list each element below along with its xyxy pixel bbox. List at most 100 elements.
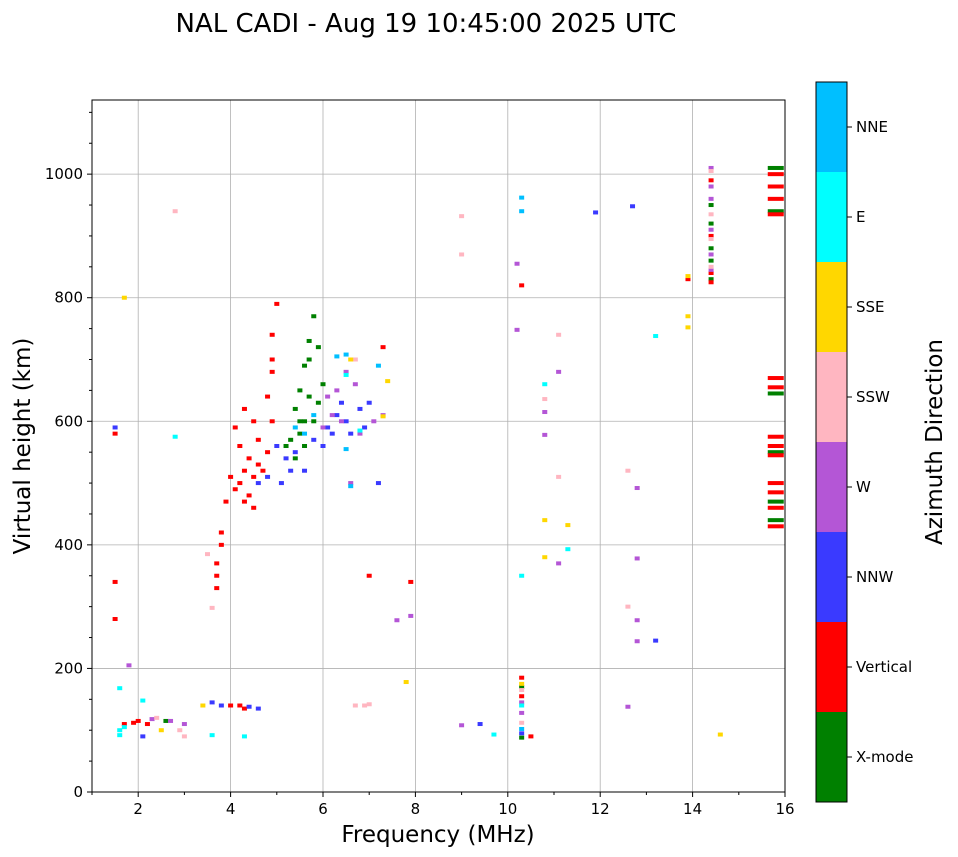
x-tick-label: 8 [411,800,421,818]
echo-point-vertical [708,178,714,183]
echo-point-ssw [556,332,562,337]
echo-point-x-mode [767,209,784,214]
echo-point-vertical [112,579,118,584]
echo-point-ssw [362,703,368,708]
echo-point-w [334,388,340,393]
echo-point-x-mode [767,518,784,523]
y-tick-label: 200 [54,659,83,677]
echo-point-vertical [519,283,525,288]
colorbar-category-label: NNW [856,568,893,586]
echo-point-e [491,732,497,737]
echo-point-nnw [265,474,271,479]
colorbar-category-label: NNE [856,118,888,136]
echo-point-x-mode [306,357,312,362]
echo-point-w [556,561,562,566]
x-tick-label: 2 [133,800,143,818]
colorbar-segment [816,82,847,172]
echo-point-nnw [209,700,215,705]
echo-point-x-mode [311,419,317,424]
colorbar-label: Azimuth Direction [922,339,948,545]
echo-point-w [181,722,187,727]
plot-background [92,100,785,792]
echo-point-x-mode [708,277,714,282]
x-tick-label: 12 [591,800,610,818]
echo-point-vertical [246,456,252,461]
echo-point-vertical [144,722,150,727]
echo-point-w [556,369,562,374]
echo-point-ssw [519,688,525,693]
echo-point-w [329,413,335,418]
echo-point-ssw [708,169,714,174]
x-axis-label: Frequency (MHz) [341,822,534,848]
echo-point-vertical [232,487,238,492]
y-axis-ticks: 0 200 400 600 800 1000 [45,111,92,801]
echo-point-ssw [177,728,183,733]
echo-point-nnw [362,425,368,430]
echo-point-nnw [329,431,335,436]
echo-point-e [519,573,525,578]
colorbar-segment [816,622,847,712]
echo-point-w [408,613,414,618]
echo-point-nnw [255,481,261,486]
echo-point-nne [343,352,349,357]
echo-point-ssw [205,552,210,557]
echo-point-w [634,618,640,623]
echo-point-vertical [251,505,257,510]
echo-point-x-mode [311,314,317,319]
echo-point-vertical [767,444,784,448]
echo-point-vertical [767,434,784,439]
echo-point-vertical [274,301,280,306]
echo-point-vertical [767,376,784,381]
echo-point-nne [348,484,354,489]
echo-point-e [209,733,215,738]
echo-point-vertical [269,369,275,374]
echo-point-vertical [251,474,257,479]
y-tick-label: 0 [73,783,83,801]
echo-point-vertical [241,406,247,411]
echo-point-w [514,261,520,266]
echo-point-nnw [140,734,146,739]
echo-point-sse [121,295,127,300]
echo-point-vertical [519,675,525,680]
x-tick-label: 10 [498,800,517,818]
echo-point-x-mode [767,165,784,170]
echo-point-nnw [274,444,280,448]
echo-point-x-mode [519,684,525,689]
echo-point-nne [375,363,381,368]
echo-point-w [634,556,640,561]
echo-point-vertical [246,493,252,498]
echo-point-vertical [241,468,247,473]
echo-point-e [357,428,363,433]
echo-point-sse [200,703,206,708]
colorbar-frame [815,81,848,803]
echo-point-vertical [685,277,691,282]
echo-point-vertical [265,394,271,399]
colorbar-category-label: E [856,208,865,226]
echo-point-vertical [408,579,414,584]
echo-point-vertical [708,271,714,275]
echo-point-ssw [708,212,714,217]
echo-point-ssw [556,474,562,479]
colorbar-category-label: W [856,478,871,496]
echo-point-ssw [708,264,714,269]
echo-point-vertical [112,431,118,436]
echo-point-sse [565,523,571,528]
echo-point-vertical [708,233,714,238]
y-tick-label: 400 [54,536,83,554]
echo-point-ssw [625,604,631,609]
echo-point-vertical [767,184,784,189]
echo-point-vertical [135,718,141,723]
echo-point-vertical [255,437,261,442]
echo-point-nne [334,354,340,359]
echo-point-nnw [302,468,308,473]
echo-point-vertical [228,703,234,708]
echo-point-ssw [209,605,215,610]
plot-frame [91,99,786,793]
echo-point-vertical [260,468,266,473]
echo-point-nnw [338,400,344,405]
echo-point-e [140,698,146,703]
echo-point-w [625,704,631,709]
echo-point-sse [685,274,691,279]
echo-point-e [565,547,571,552]
echo-point-e [343,372,349,377]
